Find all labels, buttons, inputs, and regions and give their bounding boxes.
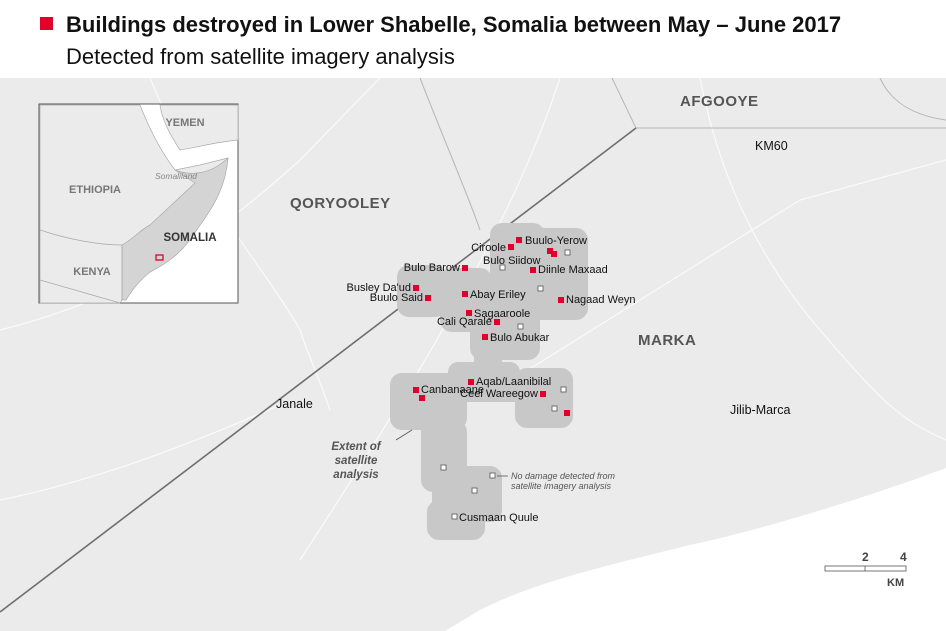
destroyed-marker xyxy=(425,295,431,301)
svg-text:YEMEN: YEMEN xyxy=(165,117,204,129)
map[interactable]: Buulo-Yerow Ciroole Bulo Barow Bulo Siid… xyxy=(0,78,946,631)
destroyed-marker xyxy=(462,291,468,297)
destroyed-marker xyxy=(516,237,522,243)
label-ciroole: Ciroole xyxy=(471,242,506,254)
label-bulo-barow: Bulo Barow xyxy=(404,262,460,274)
no-damage-marker xyxy=(451,513,458,520)
svg-text:SOMALIA: SOMALIA xyxy=(163,232,216,244)
svg-text:KM: KM xyxy=(887,577,904,589)
inset-area-marker xyxy=(155,254,164,261)
destroyed-marker xyxy=(540,391,546,397)
town-jilib-marca: Jilib-Marca xyxy=(730,403,790,417)
destroyed-marker xyxy=(551,251,557,257)
no-damage-marker xyxy=(499,264,506,271)
title-marker-icon xyxy=(40,17,53,30)
destroyed-markers xyxy=(413,237,570,416)
label-abay-eriley: Abay Eriley xyxy=(470,289,526,301)
label-canbanaane: Canbanaane xyxy=(421,384,484,396)
label-bulo-abukar: Bulo Abukar xyxy=(490,332,550,344)
no-damage-note-line1: No damage detected from xyxy=(511,471,616,481)
no-damage-marker xyxy=(489,472,496,479)
svg-text:2: 2 xyxy=(862,550,869,564)
no-damage-marker xyxy=(551,405,558,412)
label-bulo-siidow: Bulo Siidow xyxy=(483,255,541,267)
extent-annotation: Extent of satellite analysis xyxy=(331,441,381,481)
map-title: Buildings destroyed in Lower Shabelle, S… xyxy=(66,12,842,37)
label-cusmaan-quule: Cusmaan Quule xyxy=(459,512,539,524)
destroyed-marker xyxy=(468,379,474,385)
district-boundaries xyxy=(419,78,946,231)
svg-text:ETHIOPIA: ETHIOPIA xyxy=(69,184,121,196)
extent-leader xyxy=(395,429,413,441)
label-cali-qarale: Cali Qarale xyxy=(437,316,492,328)
inset-map: YEMEN ETHIOPIA Somaliland SOMALIA KENYA xyxy=(38,103,239,304)
no-damage-marker xyxy=(471,487,478,494)
no-damage-marker xyxy=(440,464,447,471)
svg-text:analysis: analysis xyxy=(333,469,378,481)
svg-text:Extent of: Extent of xyxy=(331,441,381,453)
destroyed-marker xyxy=(564,410,570,416)
no-damage-marker xyxy=(564,249,571,256)
no-damage-markers xyxy=(440,249,571,520)
destroyed-marker xyxy=(462,265,468,271)
region-marka: MARKA xyxy=(638,332,696,349)
label-diinle-maxaad: Diinle Maxaad xyxy=(538,264,608,276)
destroyed-marker xyxy=(558,297,564,303)
sea xyxy=(445,468,946,631)
map-subtitle: Detected from satellite imagery analysis xyxy=(66,44,455,69)
main-road xyxy=(0,127,637,613)
destroyed-marker xyxy=(508,244,514,250)
no-damage-note-line2: satellite imagery analysis xyxy=(511,481,612,491)
header: Buildings destroyed in Lower Shabelle, S… xyxy=(0,0,946,78)
svg-text:satellite: satellite xyxy=(335,455,378,467)
region-qoryooley: QORYOOLEY xyxy=(290,195,391,212)
label-buulo-yerow: Buulo-Yerow xyxy=(525,235,587,247)
no-damage-marker xyxy=(537,285,544,292)
svg-text:KENYA: KENYA xyxy=(73,266,111,278)
town-km60: KM60 xyxy=(755,139,788,153)
destroyed-marker xyxy=(419,395,425,401)
scale-bar: 2 4 KM xyxy=(824,550,907,589)
label-nagaad-weyn: Nagaad Weyn xyxy=(566,294,636,306)
destroyed-marker xyxy=(494,319,500,325)
destroyed-marker xyxy=(547,248,553,254)
town-janale: Janale xyxy=(276,397,313,411)
destroyed-marker xyxy=(482,334,488,340)
svg-text:4: 4 xyxy=(900,550,907,564)
no-damage-marker xyxy=(560,386,567,393)
no-damage-marker xyxy=(517,323,524,330)
label-ceel-wareegow: Ceel Wareegow xyxy=(460,388,538,400)
label-busley-daud: Busley Da'ud xyxy=(347,282,411,294)
destroyed-marker xyxy=(413,387,419,393)
label-aqab: Aqab/Laanibilal xyxy=(476,376,551,388)
village-labels: Buulo-Yerow Ciroole Bulo Barow Bulo Siid… xyxy=(347,235,636,524)
destroyed-marker xyxy=(466,310,472,316)
destroyed-marker xyxy=(530,267,536,273)
destroyed-marker xyxy=(413,285,419,291)
satellite-analysis-extent xyxy=(390,223,588,540)
label-buulo-said: Buulo Said xyxy=(370,292,423,304)
region-afgooye: AFGOOYE xyxy=(680,93,759,110)
label-sagaaroole: Sagaaroole xyxy=(474,308,530,320)
svg-text:Somaliland: Somaliland xyxy=(155,171,197,181)
